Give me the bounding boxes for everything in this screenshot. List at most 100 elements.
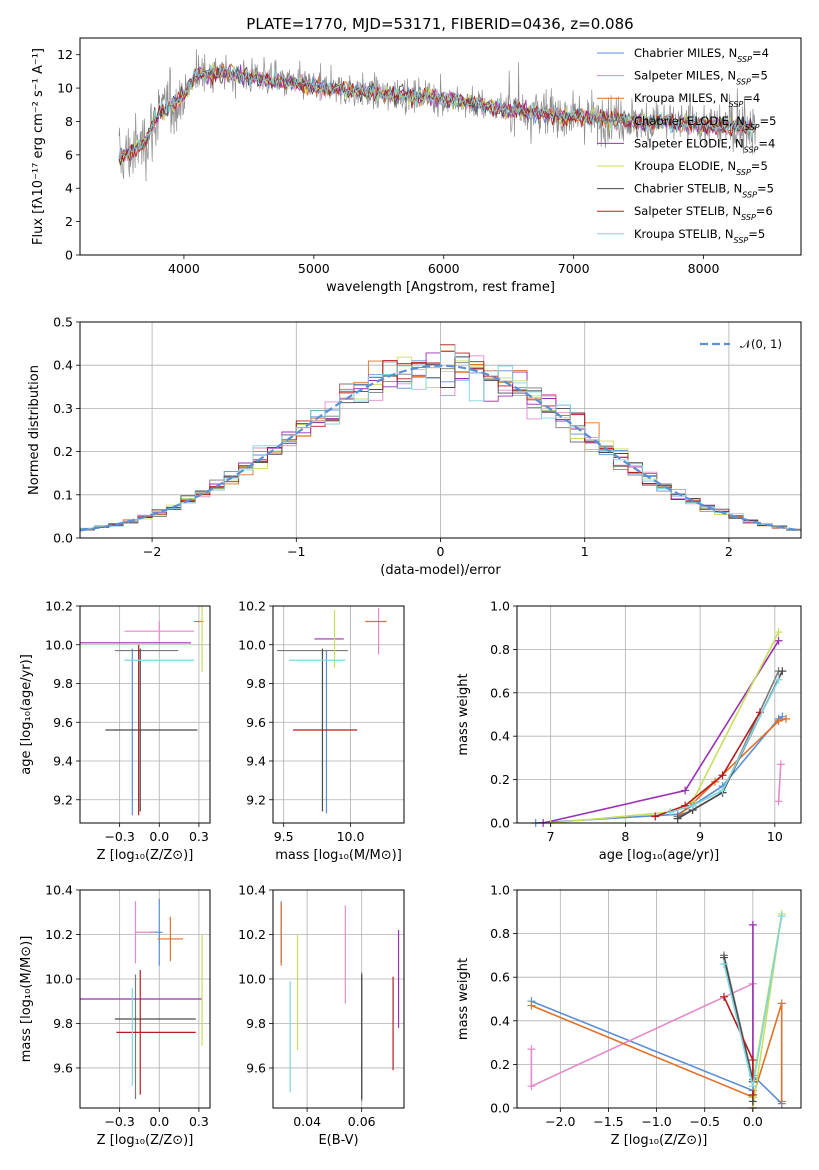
spectrum-model-line-6 xyxy=(118,66,756,166)
legend-label-2: Kroupa MILES, NSSP=4 xyxy=(634,91,760,109)
y-tick-label: 10.2 xyxy=(45,927,73,942)
x-tick-label: 0 xyxy=(437,544,445,559)
legend-label-3: Chabrier ELODIE, NSSP=5 xyxy=(634,114,776,132)
weight-marker xyxy=(748,1090,757,1099)
axes-frame xyxy=(79,321,802,539)
y-tick-label: 9.8 xyxy=(246,676,266,691)
y-tick-label: 0.6 xyxy=(490,970,510,985)
histogram-step-8 xyxy=(80,344,801,531)
axes-frame xyxy=(272,889,405,1109)
y-tick-label: 0.2 xyxy=(490,772,510,787)
weight-marker xyxy=(688,801,697,810)
x-tick-label: −1 xyxy=(287,544,305,559)
weight-marker xyxy=(673,814,682,823)
x-tick-label: 8000 xyxy=(688,261,720,276)
x-tick-label: −0.3 xyxy=(104,829,134,844)
x-tick-label: 0.0 xyxy=(149,829,169,844)
y-tick-label: 10.0 xyxy=(238,637,266,652)
y-tick-label: 2 xyxy=(65,214,73,229)
weight-line-2 xyxy=(531,1003,783,1102)
x-tick-label: 6000 xyxy=(428,261,460,276)
y-tick-label: 0.4 xyxy=(490,729,510,744)
y-axis-label: mass [log₁₀(M/M⊙)] xyxy=(19,936,34,1063)
legend-label-6: Chabrier STELIB, NSSP=5 xyxy=(634,182,774,200)
errorbar-point-2 xyxy=(157,916,184,962)
x-tick-label: 9.5 xyxy=(274,829,294,844)
y-tick-label: 4 xyxy=(65,181,73,196)
weight-marker xyxy=(782,714,791,723)
x-tick-label: 1 xyxy=(581,544,589,559)
x-axis-label: Z [log₁₀(Z/Z⊙)] xyxy=(97,848,194,863)
axes-frame xyxy=(79,605,211,824)
legend-label-8: Kroupa STELIB, NSSP=5 xyxy=(634,227,765,245)
y-tick-label: 10.4 xyxy=(238,883,266,898)
legend-label-0: Chabrier MILES, NSSP=4 xyxy=(634,46,769,64)
x-axis-label: E(B-V) xyxy=(318,1133,358,1148)
y-tick-label: 6 xyxy=(65,147,73,162)
axes-frame xyxy=(79,37,802,256)
y-tick-label: 1.0 xyxy=(490,883,510,898)
y-tick-label: 0.0 xyxy=(490,1101,510,1116)
y-tick-label: 0.4 xyxy=(53,358,73,373)
x-tick-label: 8 xyxy=(621,829,629,844)
x-tick-label: 0.0 xyxy=(149,1114,169,1129)
axes-frame xyxy=(516,605,802,824)
weight-marker xyxy=(777,912,786,921)
x-tick-label: 5000 xyxy=(298,261,330,276)
y-tick-label: 0.8 xyxy=(490,642,510,657)
weight-marker xyxy=(666,808,675,817)
weight-marker xyxy=(651,812,660,821)
weight-marker xyxy=(774,636,783,645)
x-tick-label: −0.3 xyxy=(104,1114,134,1129)
y-tick-label: 12 xyxy=(57,47,73,62)
x-tick-label: 0.3 xyxy=(189,1114,209,1129)
x-tick-label: 7 xyxy=(547,829,555,844)
x-axis-label: (data-model)/error xyxy=(380,563,501,578)
errorbar-point-1 xyxy=(134,901,155,964)
y-tick-label: 9.6 xyxy=(246,1060,266,1075)
legend-label-7: Salpeter STELIB, NSSP=6 xyxy=(634,204,773,222)
y-tick-label: 0.8 xyxy=(490,926,510,941)
weight-marker xyxy=(774,675,783,684)
errorbar-point-6 xyxy=(105,648,198,812)
spectrum-model-line-8 xyxy=(118,65,756,159)
y-tick-label: 0.2 xyxy=(490,1057,510,1072)
weight-marker xyxy=(681,786,690,795)
y-tick-label: 9.6 xyxy=(53,1060,73,1075)
weight-marker xyxy=(718,771,727,780)
spectrum-model-line-1 xyxy=(118,67,756,165)
y-axis-label: Flux [fλ10⁻¹⁷ erg cm⁻² s⁻¹ A⁻¹] xyxy=(31,48,46,245)
x-tick-label: 4000 xyxy=(168,261,200,276)
y-tick-label: 9.8 xyxy=(53,1016,73,1031)
errorbar-point-1 xyxy=(124,621,195,641)
y-tick-label: 9.2 xyxy=(53,792,73,807)
y-tick-label: 0.2 xyxy=(53,444,73,459)
legend-label-4: Salpeter ELODIE, NSSP=4 xyxy=(634,136,775,154)
y-tick-label: 0.3 xyxy=(53,401,73,416)
legend-normal-label: 𝒩(0, 1) xyxy=(740,337,782,351)
weight-marker xyxy=(748,920,757,929)
x-axis-label: Z [log₁₀(Z/Z⊙)] xyxy=(611,1133,708,1148)
weight-marker xyxy=(719,960,728,969)
weight-marker xyxy=(778,667,787,676)
y-tick-label: 10 xyxy=(57,81,73,96)
x-axis-label: age [log₁₀(age/yr)] xyxy=(599,848,720,863)
y-tick-label: 0.0 xyxy=(490,816,510,831)
x-tick-label: 7000 xyxy=(558,261,590,276)
x-tick-label: −2 xyxy=(143,544,161,559)
x-axis-label: Z [log₁₀(Z/Z⊙)] xyxy=(97,1133,194,1148)
y-tick-label: 10.0 xyxy=(45,637,73,652)
x-tick-label: 10 xyxy=(767,829,783,844)
y-tick-label: 9.6 xyxy=(53,715,73,730)
y-axis-label: mass weight xyxy=(456,958,471,1040)
y-tick-label: 0 xyxy=(65,248,73,263)
x-tick-label: 0.0 xyxy=(743,1114,763,1129)
figure-title: PLATE=1770, MJD=53171, FIBERID=0436, z=0… xyxy=(246,15,633,33)
x-tick-label: −1.0 xyxy=(641,1114,671,1129)
x-axis-label: wavelength [Angstrom, rest frame] xyxy=(326,280,555,295)
y-tick-label: 9.2 xyxy=(246,792,266,807)
axes-frame xyxy=(516,889,802,1109)
x-tick-label: 10.0 xyxy=(337,829,365,844)
y-axis-label: age [log₁₀(age/yr)] xyxy=(19,654,34,775)
x-tick-label: 0.04 xyxy=(293,1114,321,1129)
